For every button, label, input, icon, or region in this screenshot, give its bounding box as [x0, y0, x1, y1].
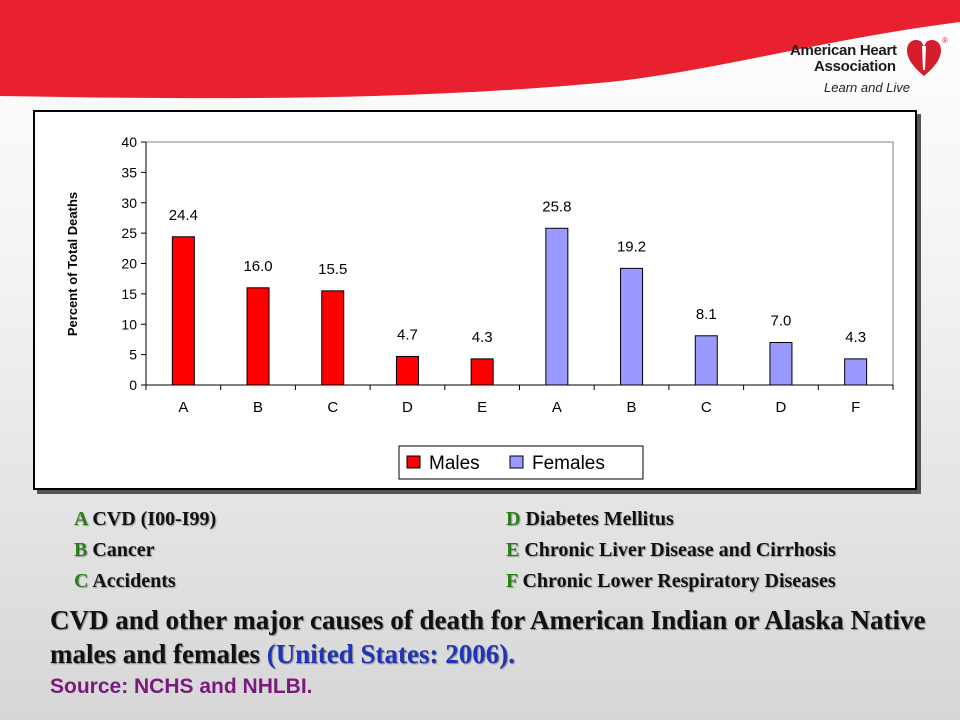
bar-males — [246, 287, 270, 386]
y-tick-label: 15 — [121, 286, 137, 302]
data-label: 19.2 — [617, 238, 646, 255]
logo-line-2: Association — [814, 58, 896, 75]
bars-layer — [171, 227, 868, 386]
axes-layer: 0 5 10 15 20 25 30 35 40 A B C D E A B C D F — [121, 134, 894, 416]
caption-highlight: (United States: 2006). — [266, 639, 515, 669]
key-letter: E — [506, 539, 520, 561]
labels-layer: 24.4 16.0 15.5 4.7 4.3 25.8 19.2 8.1 7.0 4.3 — [169, 198, 866, 346]
bar-females — [844, 358, 868, 386]
header-banner — [0, 0, 960, 99]
data-label: 8.1 — [696, 306, 717, 323]
heart-torch-icon — [907, 38, 941, 76]
logo-line-1: American Heart — [790, 42, 897, 59]
legend-swatch-females — [509, 455, 524, 469]
key-letter: B — [74, 539, 88, 561]
bar-females — [545, 227, 569, 386]
bar-females — [769, 341, 793, 386]
data-label: 25.8 — [542, 198, 571, 215]
x-tick-label: B — [253, 399, 263, 416]
key-letter: A — [74, 508, 88, 530]
x-tick-label: E — [477, 399, 487, 416]
x-tick-label: A — [552, 399, 562, 416]
slide-caption: CVD and other major causes of death for … — [50, 603, 930, 671]
data-label: 16.0 — [243, 258, 272, 275]
banner-red-shape — [0, 0, 960, 99]
legend-label-females: Females — [532, 453, 605, 474]
legend-label-males: Males — [429, 453, 480, 474]
data-label: 4.7 — [397, 326, 418, 343]
y-tick-label: 20 — [121, 256, 137, 272]
x-tick-label: A — [178, 399, 188, 416]
key-item-c: C Accidents — [74, 570, 176, 593]
bar-males — [321, 290, 345, 386]
bar-chart: 0 5 10 15 20 25 30 35 40 A B C D E A B C D F 24.4 16.0 15.5 4… — [65, 134, 894, 480]
bar-females — [620, 267, 644, 386]
chart-panel: 0 5 10 15 20 25 30 35 40 A B C D E A B C D F 24.4 16.0 15.5 4… — [33, 110, 917, 490]
x-tick-label: C — [327, 399, 338, 416]
data-label: 7.0 — [771, 312, 792, 329]
y-tick-label: 30 — [121, 195, 137, 211]
data-label: 4.3 — [472, 329, 493, 346]
data-label: 24.4 — [169, 207, 198, 224]
registered-mark: ® — [942, 36, 948, 45]
key-item-d: D Diabetes Mellitus — [506, 508, 674, 531]
x-tick-label: F — [851, 399, 860, 416]
x-tick-label: B — [627, 399, 637, 416]
y-tick-label: 10 — [121, 316, 137, 332]
bar-males — [470, 358, 494, 386]
y-axis-title: Percent of Total Deaths — [65, 192, 80, 336]
bar-females — [694, 335, 718, 386]
y-tick-label: 5 — [129, 347, 137, 363]
bar-males — [395, 355, 419, 386]
key-item-e: E Chronic Liver Disease and Cirrhosis — [506, 539, 836, 562]
source-note: Source: NCHS and NHLBI. — [50, 675, 313, 698]
key-item-f: F Chronic Lower Respiratory Diseases — [506, 570, 836, 593]
logo-tagline: Learn and Live — [824, 80, 911, 95]
key-letter: C — [74, 570, 89, 592]
data-label: 15.5 — [318, 261, 347, 278]
chart-legend: Males Females — [398, 445, 644, 480]
caption-main: CVD and other major causes of death for … — [50, 605, 926, 669]
key-text: Accidents — [88, 570, 176, 592]
key-item-a: A CVD (I00-I99) — [74, 508, 216, 531]
aha-logo: American Heart Association Learn and Liv… — [790, 36, 950, 106]
key-text: Cancer — [87, 539, 155, 561]
key-item-b: B Cancer — [74, 539, 155, 562]
data-label: 4.3 — [845, 329, 866, 346]
key-text: CVD (I00-I99) — [87, 508, 217, 530]
y-tick-label: 25 — [121, 225, 137, 241]
key-text: Chronic Lower Respiratory Diseases — [517, 570, 836, 592]
key-letter: D — [506, 508, 521, 530]
x-tick-label: D — [776, 399, 787, 416]
y-tick-label: 0 — [129, 377, 137, 393]
key-text: Chronic Liver Disease and Cirrhosis — [519, 539, 836, 561]
key-letter: F — [506, 570, 518, 592]
y-tick-label: 40 — [121, 134, 137, 150]
x-tick-label: D — [402, 399, 413, 416]
key-text: Diabetes Mellitus — [520, 508, 674, 530]
y-tick-label: 35 — [121, 164, 137, 180]
legend-swatch-males — [406, 455, 421, 469]
x-tick-label: C — [701, 399, 712, 416]
bar-males — [171, 236, 195, 386]
